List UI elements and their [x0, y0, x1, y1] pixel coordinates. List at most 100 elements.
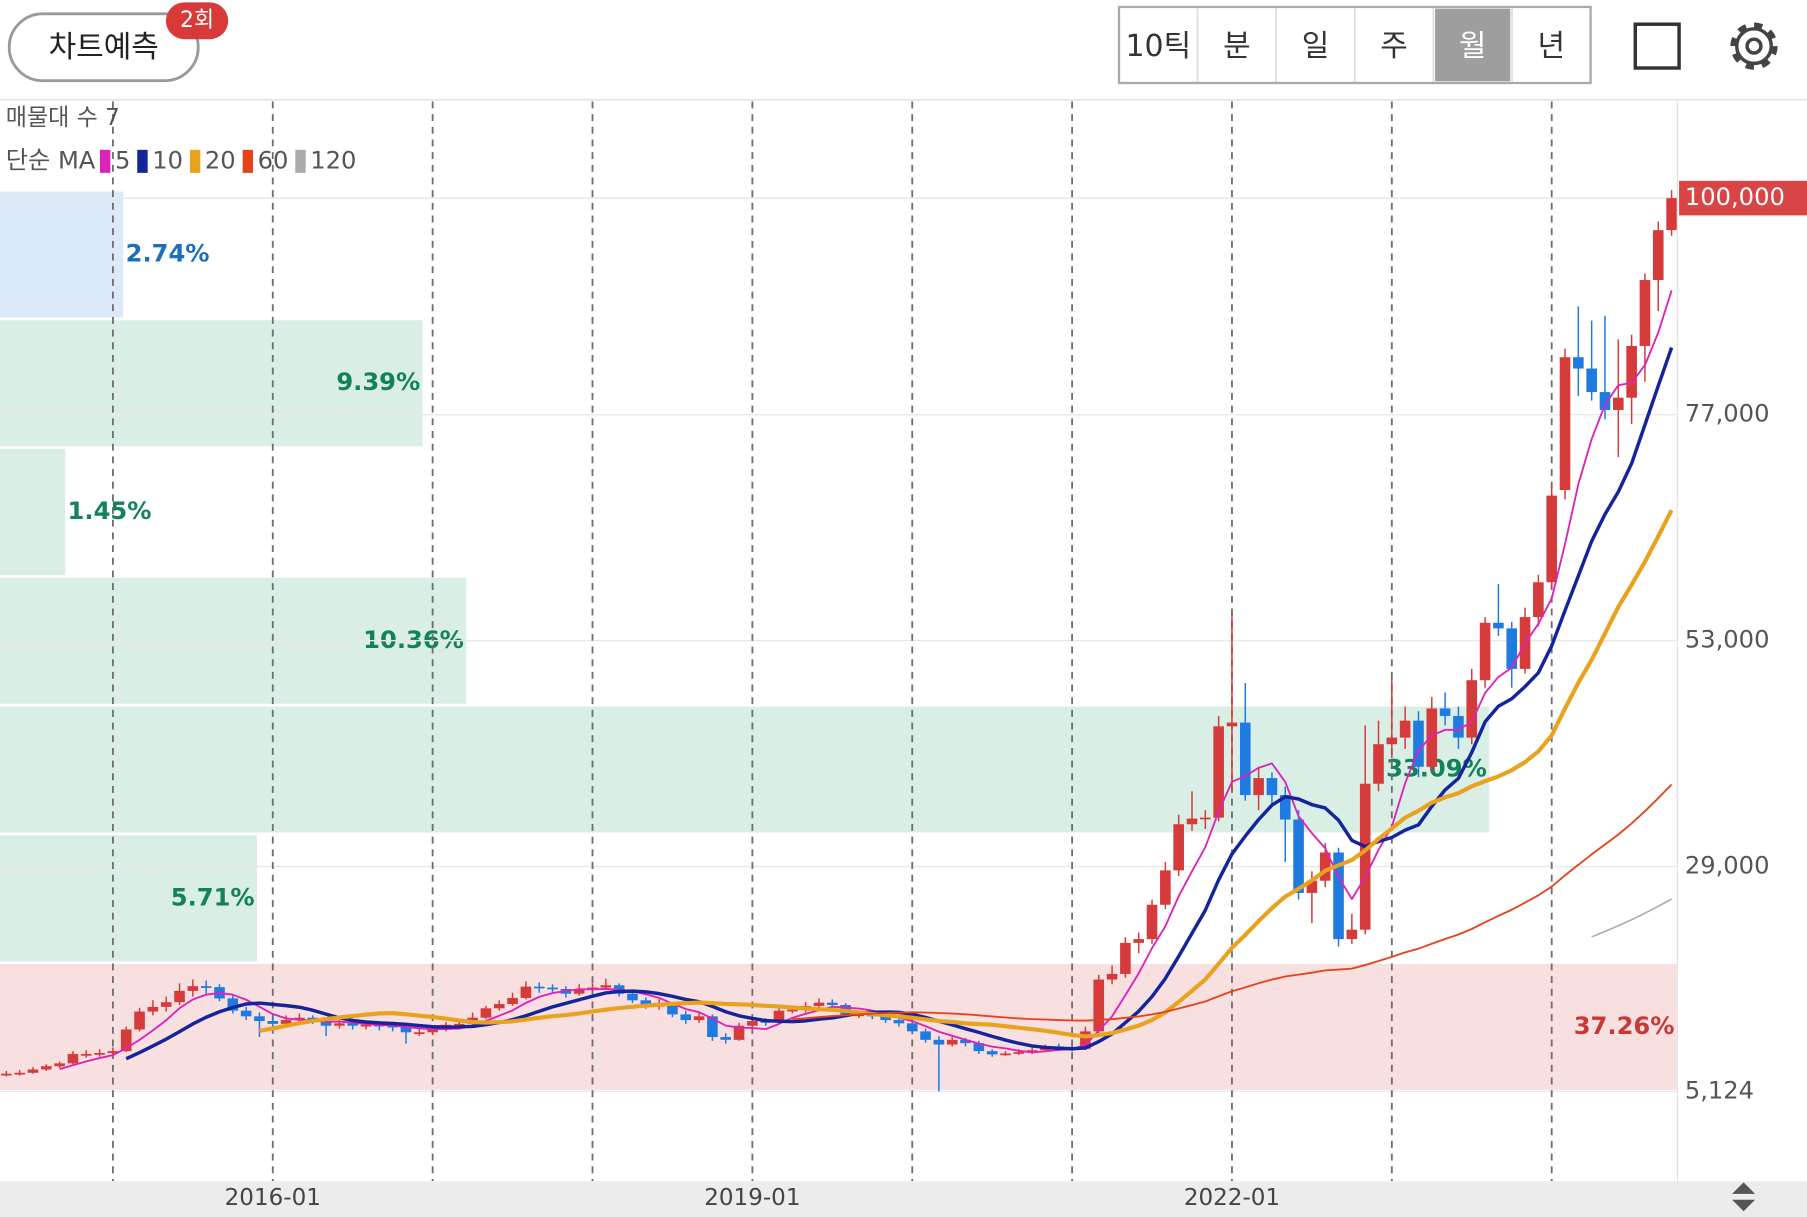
period-label[interactable]: 분 — [1223, 29, 1251, 64]
period-button[interactable] — [1513, 8, 1589, 82]
y-tick-label: 53,000 — [1685, 626, 1770, 654]
period-button[interactable] — [1277, 8, 1354, 82]
predict-button-label[interactable]: 차트예측 — [49, 30, 159, 65]
candle-body — [1386, 737, 1398, 745]
candle-body — [787, 1009, 798, 1012]
candle-body — [1373, 744, 1384, 784]
period-label[interactable]: 년 — [1537, 29, 1565, 64]
candle-body — [747, 1021, 758, 1026]
candle-body — [1226, 722, 1238, 727]
period-label[interactable]: 일 — [1302, 29, 1330, 64]
candle-body — [1399, 720, 1411, 738]
candle-body — [1479, 622, 1491, 681]
candle-body — [1293, 819, 1304, 893]
candle-body — [1666, 198, 1677, 231]
candle-body — [627, 993, 638, 1001]
x-tick-label: 2019-01 — [704, 1185, 800, 1211]
candle-body — [1333, 852, 1344, 940]
layout-icon[interactable] — [1633, 22, 1681, 70]
candle-body — [1506, 628, 1518, 669]
ma-legend-label: 10 — [152, 146, 183, 174]
y-tick-label: 5,124 — [1685, 1076, 1754, 1104]
x-tick-label: 2022-01 — [1184, 1185, 1280, 1211]
profile-label: 1.45% — [68, 497, 152, 525]
period-button[interactable] — [1435, 8, 1511, 82]
candle-body — [1253, 778, 1264, 796]
candle-body — [1652, 230, 1664, 281]
candle-body — [427, 1029, 438, 1033]
candle-body — [280, 1020, 292, 1024]
candle-body — [267, 1021, 279, 1024]
scroll-icon[interactable] — [1732, 1182, 1756, 1212]
candle-body — [187, 986, 199, 991]
candle-body — [1413, 720, 1424, 767]
predict-button[interactable] — [7, 12, 200, 83]
period-button[interactable] — [1120, 8, 1196, 82]
profile-label: 2.74% — [126, 240, 210, 268]
candle-body — [773, 1010, 785, 1022]
candle-body — [1599, 392, 1611, 410]
candle-body — [200, 986, 212, 988]
profile-band — [0, 449, 66, 576]
candle-body — [27, 1069, 39, 1073]
ma-line — [792, 783, 1673, 1022]
gear-hole[interactable] — [1745, 37, 1763, 55]
candle-body — [320, 1021, 332, 1026]
candle-body — [1213, 726, 1224, 818]
candle-body — [254, 1016, 265, 1022]
gear-teeth[interactable] — [1730, 22, 1778, 70]
ma-legend-label: 5 — [115, 146, 130, 174]
candle-body — [227, 998, 239, 1011]
gear-body[interactable] — [1734, 27, 1774, 66]
candle-body — [400, 1026, 412, 1033]
period-label[interactable]: 10틱 — [1125, 29, 1191, 64]
profile-label: 37.26% — [1574, 1012, 1675, 1040]
badge-label: 2회 — [180, 8, 214, 33]
y-tick-label: 29,000 — [1685, 852, 1770, 880]
profile-band — [0, 835, 257, 962]
ma-legend-swatch — [137, 149, 148, 173]
candle-body — [693, 1016, 705, 1021]
candle-body — [67, 1053, 79, 1064]
candle-body — [680, 1014, 692, 1021]
ma-legend-swatch — [242, 149, 253, 173]
candle-body — [946, 1039, 958, 1045]
candle-body — [1533, 582, 1544, 618]
profile-label: 5.71% — [171, 883, 255, 911]
candle-body — [1120, 942, 1131, 974]
candle-body — [1080, 1031, 1091, 1049]
candle-body — [1626, 345, 1637, 398]
ma-legend-label: 60 — [258, 146, 289, 174]
ma-legend-label: 20 — [205, 146, 236, 174]
candle-body — [707, 1016, 718, 1038]
period-label[interactable]: 월 — [1459, 29, 1487, 64]
candle-body — [80, 1053, 92, 1056]
period-button[interactable] — [1356, 8, 1432, 82]
ma-legend-title: 단순 MA — [6, 146, 96, 174]
candle-body — [14, 1072, 25, 1075]
ma-legend-swatch — [99, 149, 111, 173]
candle-body — [493, 1004, 505, 1009]
profile-legend: 매물대 수 7 — [6, 105, 120, 131]
arrow-up[interactable] — [1732, 1182, 1756, 1194]
candle-body — [147, 1006, 159, 1012]
candle-body — [600, 985, 612, 988]
candle-body — [507, 997, 518, 1005]
x-tick-label: 2016-01 — [225, 1185, 321, 1211]
candle-body — [640, 1000, 652, 1006]
candle-body — [453, 1023, 465, 1026]
candle-body — [1266, 778, 1278, 796]
candle-body — [41, 1066, 52, 1070]
candle-body — [1439, 708, 1451, 716]
arrow-down[interactable] — [1732, 1199, 1756, 1212]
price-tag — [1679, 180, 1807, 216]
settings-icon[interactable] — [1730, 22, 1778, 70]
candle-body — [1026, 1050, 1038, 1053]
period-button[interactable] — [1199, 8, 1275, 82]
period-label[interactable]: 주 — [1380, 29, 1408, 64]
x-axis-strip — [0, 1181, 1807, 1217]
candle-body — [933, 1039, 945, 1045]
ma-legend-label: 120 — [310, 146, 356, 174]
